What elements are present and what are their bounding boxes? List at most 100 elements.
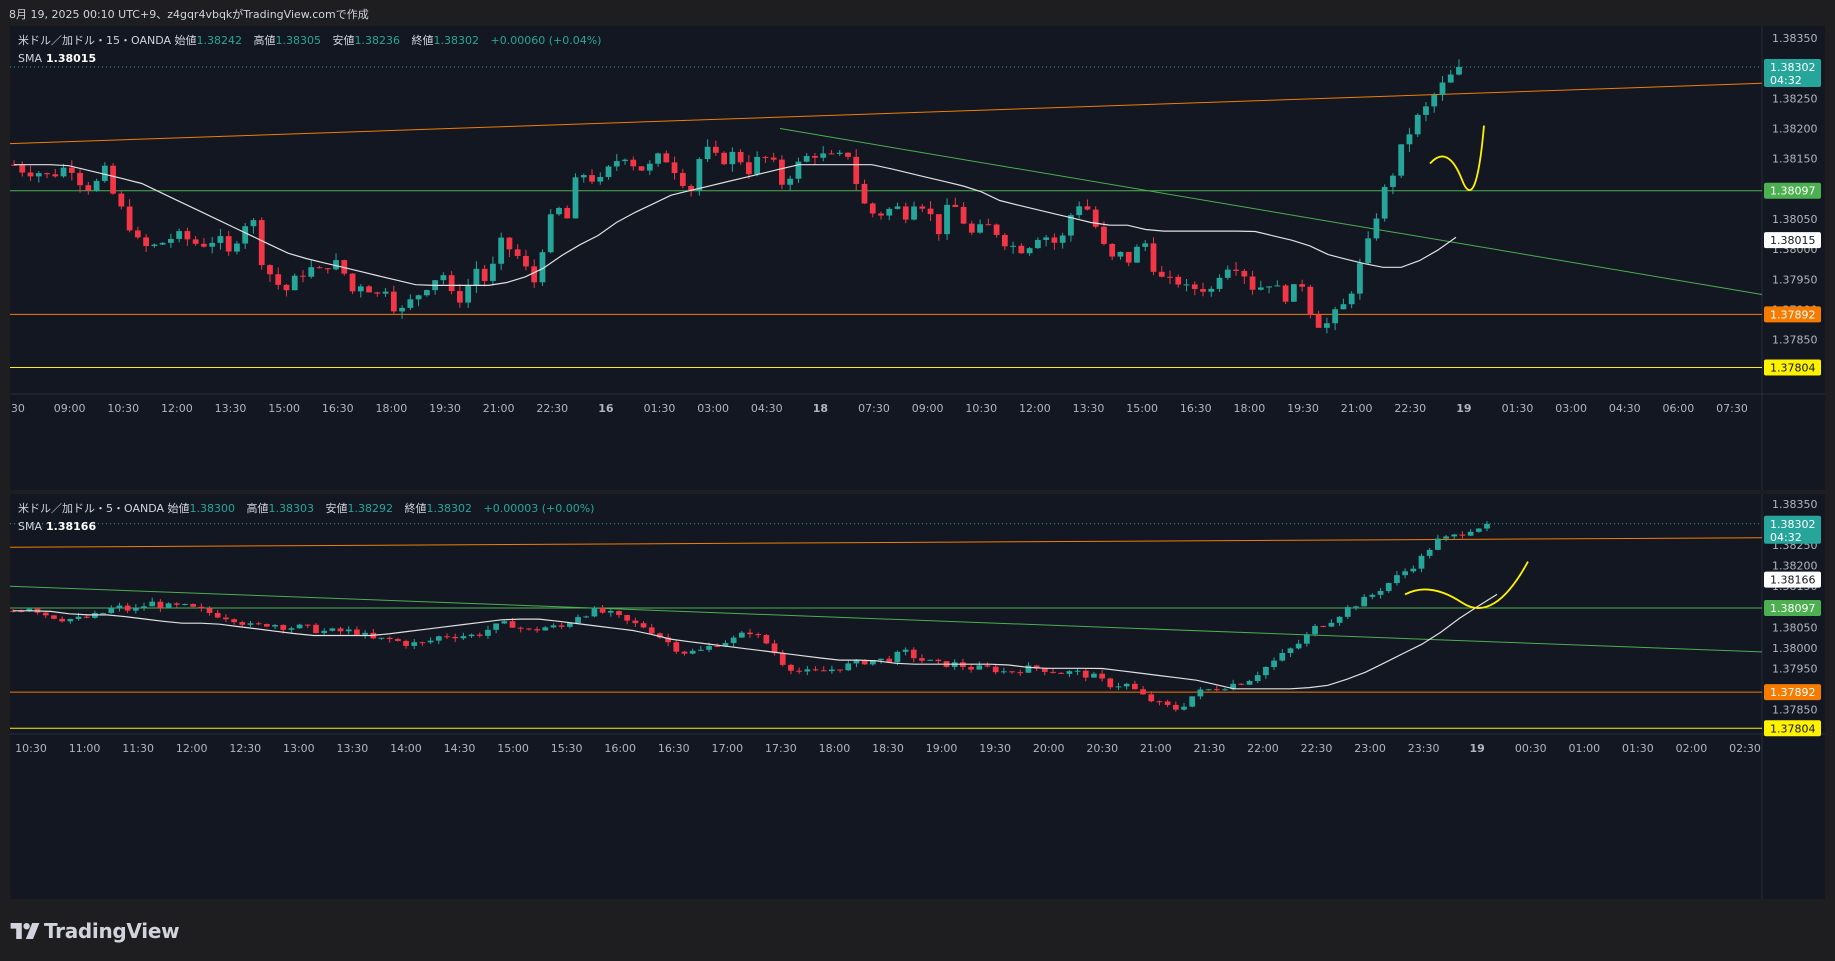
x-tick-label: 16:30 xyxy=(658,742,690,755)
candle-body xyxy=(1001,234,1008,247)
candle-body xyxy=(910,649,917,659)
chart-svg-15m[interactable]: 1.383501.383001.382501.382001.381501.381… xyxy=(10,26,1825,490)
candle-body xyxy=(1216,277,1223,289)
candle-body xyxy=(607,611,614,613)
candle-body xyxy=(460,636,467,639)
x-tick-label: 03:00 xyxy=(1555,402,1587,415)
candle-body xyxy=(52,174,59,177)
candle-body xyxy=(75,616,82,619)
candle-body xyxy=(506,237,513,250)
candle-body xyxy=(580,175,587,178)
candle-body xyxy=(1475,528,1482,532)
candle-body xyxy=(378,637,385,639)
price-label: 1.37892 xyxy=(1770,686,1816,699)
candle-body xyxy=(313,624,319,634)
candle-body xyxy=(267,265,273,275)
candle-body xyxy=(770,157,777,160)
candle-body xyxy=(698,649,704,651)
candle-body xyxy=(118,193,125,207)
candle-body xyxy=(886,658,893,663)
chart-panel-15m[interactable]: 1.383501.383001.382501.382001.381501.381… xyxy=(10,26,1825,490)
candle-body xyxy=(223,617,229,620)
candle-body xyxy=(1266,286,1272,288)
candle-body xyxy=(1034,239,1041,249)
x-tick-label: 16:30 xyxy=(322,402,354,415)
price-label: 1.37804 xyxy=(1770,722,1816,735)
candle-body xyxy=(1323,323,1330,328)
candle-body xyxy=(1357,263,1363,294)
candle-body xyxy=(795,161,802,179)
candle-body xyxy=(1230,683,1237,690)
price-label-bg xyxy=(1764,515,1821,544)
candle-body xyxy=(190,603,197,607)
chart-panel-5m[interactable]: 1.383501.383001.382501.382001.381501.381… xyxy=(10,494,1825,899)
countdown-label: 04:32 xyxy=(1770,531,1802,544)
x-tick-label: 21:30 xyxy=(1194,742,1226,755)
x-tick-label: 15:00 xyxy=(268,402,300,415)
trend-line xyxy=(10,537,1763,548)
y-tick-label: 1.37850 xyxy=(1772,703,1818,716)
candle-body xyxy=(531,266,538,283)
candle-body xyxy=(977,224,983,233)
candle-body xyxy=(192,239,199,244)
price-label-bg xyxy=(1764,684,1821,701)
candle-body xyxy=(730,637,737,644)
candle-body xyxy=(1456,66,1462,75)
candle-body xyxy=(886,208,893,216)
price-label: 1.38097 xyxy=(1770,602,1816,615)
legend-high-label: 高値 xyxy=(253,34,276,47)
candle-body xyxy=(665,637,671,643)
candle-body xyxy=(182,603,188,605)
candle-body xyxy=(275,274,282,285)
x-tick-label: 19:00 xyxy=(926,742,958,755)
candle-body xyxy=(729,151,736,165)
legend-change: +0.00003 (+0.00%) xyxy=(483,502,595,515)
candle-body xyxy=(468,634,475,637)
candle-body xyxy=(1172,704,1179,710)
legend-15m: 米ドル／加ドル・15・OANDA 始値1.38242 高値1.38305 安値1… xyxy=(18,32,609,65)
price-label: 1.38302 xyxy=(1770,61,1816,74)
candle-body xyxy=(837,669,843,671)
candle-body xyxy=(132,607,139,611)
price-label-bg xyxy=(1764,182,1821,199)
candle-body xyxy=(927,208,934,215)
candle-body xyxy=(517,627,524,629)
candle-body xyxy=(1312,625,1318,635)
candle-body xyxy=(1307,286,1314,315)
x-tick-label: 07:30 xyxy=(1716,402,1748,415)
candle-body xyxy=(1423,106,1429,115)
candle-body xyxy=(1107,678,1114,688)
x-tick-label: 22:30 xyxy=(1301,742,1333,755)
plot-background xyxy=(10,26,1825,490)
candle-body xyxy=(1175,276,1182,285)
candle-body xyxy=(481,268,488,281)
candle-body xyxy=(712,146,719,153)
x-tick-label: 18:00 xyxy=(1234,402,1266,415)
chart-svg-5m[interactable]: 1.383501.383001.382501.382001.381501.381… xyxy=(10,494,1825,899)
candle-body xyxy=(198,606,205,609)
legend-low: 1.38292 xyxy=(347,502,394,515)
candle-body xyxy=(1394,575,1400,584)
candle-body xyxy=(894,651,901,663)
tradingview-logo[interactable]: TradingView xyxy=(10,919,180,943)
candle-body xyxy=(42,612,49,616)
candle-body xyxy=(1238,683,1245,685)
x-tick-label: 22:00 xyxy=(1247,742,1279,755)
candle-body xyxy=(324,268,331,270)
candle-body xyxy=(124,605,131,611)
x-tick-label: 15:00 xyxy=(1126,402,1158,415)
candle-body xyxy=(1213,689,1220,691)
candle-body xyxy=(779,653,786,665)
legend-high: 1.38303 xyxy=(268,502,315,515)
candle-body xyxy=(35,173,42,177)
candle-body xyxy=(706,645,712,650)
candle-body xyxy=(341,260,348,274)
candle-body xyxy=(597,177,604,182)
candle-body xyxy=(19,164,26,173)
legend-close: 1.38302 xyxy=(433,34,480,47)
price-label-bg xyxy=(1764,599,1821,616)
candle-body xyxy=(976,665,983,670)
x-tick-label: 10:30 xyxy=(965,402,997,415)
candle-body xyxy=(419,642,426,644)
candle-body xyxy=(1197,689,1204,697)
